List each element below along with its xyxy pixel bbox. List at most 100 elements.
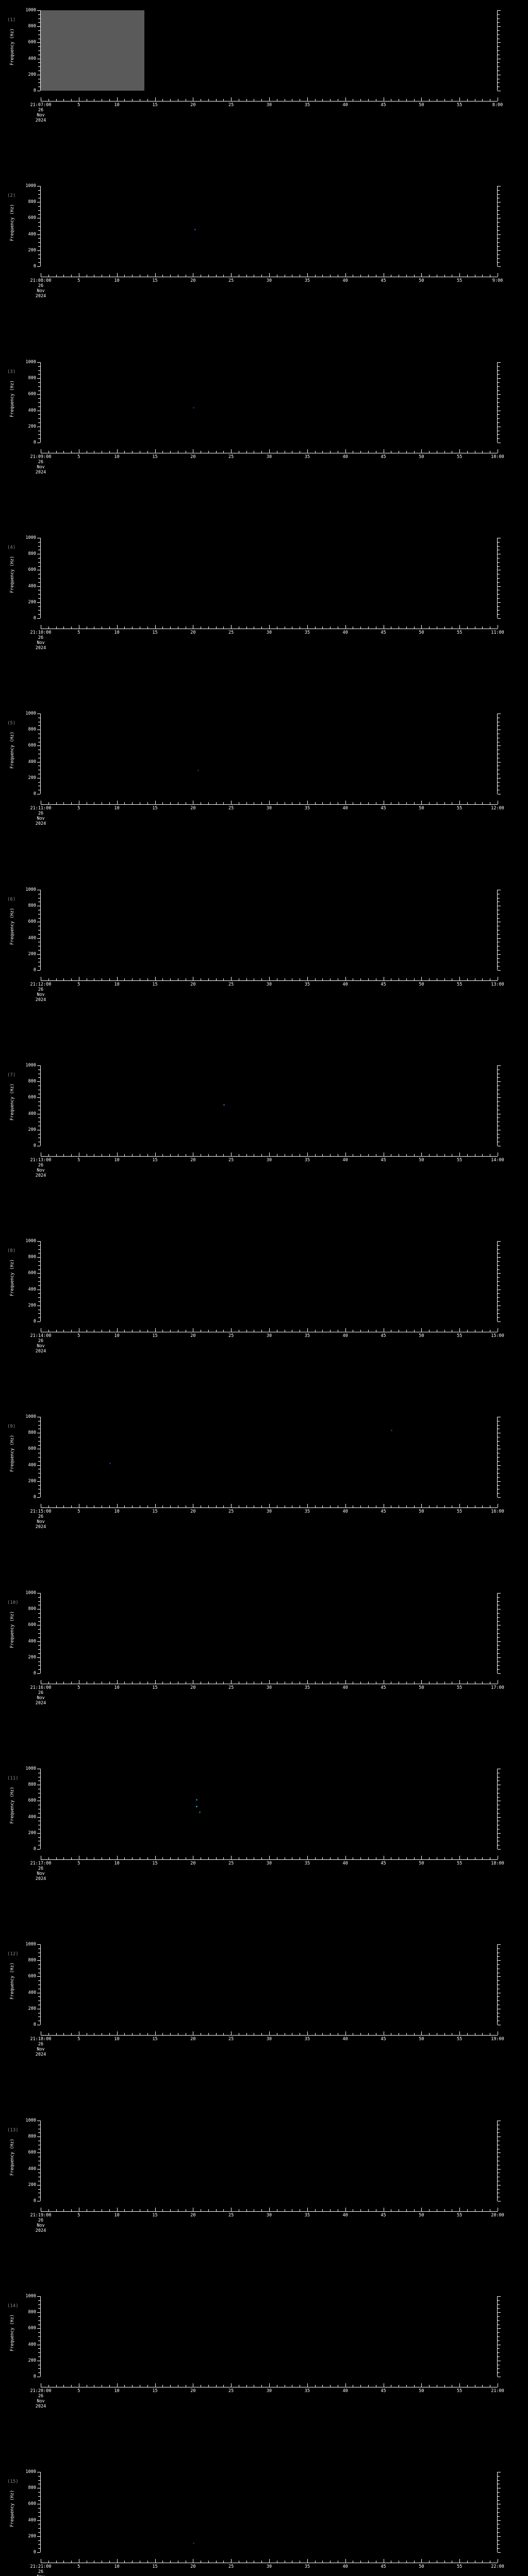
- x-axis-minor-tick: [162, 451, 163, 453]
- x-axis-minor-tick: [330, 978, 331, 980]
- y-axis-spine-left: [40, 890, 41, 970]
- x-axis-tick-label: 10: [114, 2388, 120, 2394]
- x-axis-minor-tick: [208, 802, 209, 804]
- x-axis-minor-tick: [360, 1154, 361, 1156]
- y-axis-tick-right: [498, 1641, 501, 1642]
- x-axis-minor-tick: [223, 802, 224, 804]
- x-axis-tick-label: 20: [190, 1861, 196, 1866]
- x-axis-minor-tick: [48, 802, 49, 804]
- x-axis-minor-tick: [315, 1154, 316, 1156]
- y-axis-minor-tick-right: [498, 2496, 500, 2497]
- x-axis-start-month: Nov: [37, 1344, 45, 1349]
- x-axis-minor-tick: [71, 1154, 72, 1156]
- x-axis-tick-label: 55: [457, 2388, 463, 2394]
- x-axis-minor-tick: [71, 2561, 72, 2563]
- y-axis-tick-label: 400: [28, 1462, 36, 1468]
- x-axis-minor-tick: [208, 1682, 209, 1684]
- x-axis-minor-tick: [132, 2561, 133, 2563]
- panel-number-label: (13): [7, 2128, 19, 2133]
- x-axis-minor-tick: [482, 1154, 483, 1156]
- y-axis-minor-tick-right: [498, 1485, 500, 1486]
- x-axis-tick: [459, 2383, 460, 2387]
- x-axis-minor-tick: [246, 2033, 247, 2035]
- x-axis-minor-tick: [170, 1857, 171, 1859]
- y-axis-minor-tick: [38, 1669, 40, 1670]
- x-axis-tick-label: 30: [266, 982, 272, 987]
- x-axis-tick-label: 50: [419, 454, 424, 460]
- y-axis-tick-label: 600: [28, 1622, 36, 1628]
- x-axis-minor-tick: [162, 802, 163, 804]
- x-axis-minor-tick: [71, 1682, 72, 1684]
- x-axis-end-label: 11:00: [491, 630, 504, 635]
- y-axis-minor-tick-right: [498, 958, 500, 959]
- x-axis-tick-label: 30: [266, 1158, 272, 1163]
- y-axis-tick-label: 0: [33, 968, 36, 973]
- y-axis-minor-tick: [38, 370, 40, 371]
- x-axis-minor-tick: [261, 1682, 262, 1684]
- y-axis-tick-label: 400: [28, 1814, 36, 1820]
- y-axis-tick: [37, 2296, 40, 2297]
- panel-number-label: (7): [7, 1073, 16, 1078]
- x-axis-tick: [269, 1328, 270, 1332]
- x-axis-tick: [117, 1153, 118, 1156]
- x-axis-tick: [345, 1328, 346, 1332]
- x-axis-minor-tick: [56, 1682, 57, 1684]
- x-axis-start-time: 21:17:00: [30, 1861, 52, 1866]
- y-axis-tick-right: [498, 2296, 501, 2297]
- x-axis-minor-tick: [261, 2385, 262, 2387]
- x-axis-start-month: Nov: [37, 640, 45, 646]
- x-axis-tick-label: 5: [77, 1333, 80, 1338]
- x-axis-minor-tick: [216, 802, 217, 804]
- x-axis-minor-tick: [414, 626, 415, 629]
- y-axis-minor-tick: [38, 1261, 40, 1262]
- x-axis-tick: [269, 1153, 270, 1156]
- y-axis-tick-label: 0: [33, 2374, 36, 2379]
- y-axis-minor-tick-right: [498, 1812, 500, 1814]
- y-axis-tick-right: [498, 1065, 501, 1066]
- x-axis-minor-tick: [467, 1330, 468, 1332]
- y-axis-minor-tick-right: [498, 1477, 500, 1478]
- y-axis-tick-label: 800: [28, 1606, 36, 1612]
- y-axis-spine-left: [40, 2296, 41, 2377]
- y-axis-tick-label: 1000: [25, 1766, 36, 1771]
- y-axis-tick-label: 600: [28, 2501, 36, 2507]
- x-axis-minor-tick: [322, 802, 323, 804]
- x-axis-tick-label: 5: [77, 2037, 80, 2042]
- x-axis-minor-tick: [360, 1857, 361, 1859]
- plot-area: [41, 186, 497, 266]
- y-axis-minor-tick: [38, 594, 40, 595]
- x-axis-minor-tick: [322, 1682, 323, 1684]
- plot-area: [41, 1417, 497, 1497]
- x-axis-tick: [307, 625, 308, 629]
- x-axis-tick: [459, 1504, 460, 1507]
- x-axis-minor-tick: [444, 2385, 445, 2387]
- x-axis-tick-label: 35: [304, 1861, 310, 1866]
- x-axis-tick: [421, 2559, 422, 2563]
- x-axis-minor-tick: [322, 2209, 323, 2211]
- x-axis-tick: [269, 1504, 270, 1507]
- x-axis-minor-tick: [162, 2561, 163, 2563]
- y-axis-minor-tick-right: [498, 194, 500, 195]
- x-axis-start-day: 26: [38, 1514, 44, 1519]
- y-axis-tick-label: 200: [28, 2182, 36, 2188]
- x-axis-end-label: 9:00: [492, 278, 503, 283]
- x-axis-start-label: 21:16:00 26 Nov 2024: [30, 1685, 52, 1706]
- x-axis-tick: [155, 273, 156, 277]
- y-axis-tick-label: 200: [28, 1654, 36, 1660]
- y-axis-tick-label: 400: [28, 759, 36, 765]
- y-axis-tick-label: 1000: [25, 2118, 36, 2123]
- y-axis-minor-tick-right: [498, 214, 500, 215]
- x-axis-minor-tick: [216, 1682, 217, 1684]
- y-axis-minor-tick: [38, 1301, 40, 1302]
- y-axis-tick-label: 800: [28, 1782, 36, 1788]
- y-axis-tick: [37, 250, 40, 251]
- x-axis-tick-label: 45: [381, 630, 386, 635]
- x-axis-minor-tick: [246, 1505, 247, 1507]
- x-axis-tick: [421, 977, 422, 980]
- x-axis-minor-tick: [467, 978, 468, 980]
- x-axis-start-year: 2024: [35, 2404, 46, 2409]
- x-axis-tick: [269, 273, 270, 277]
- x-axis-minor-tick: [482, 2385, 483, 2387]
- y-axis-minor-tick-right: [498, 1601, 500, 1602]
- x-axis-minor-tick: [208, 2033, 209, 2035]
